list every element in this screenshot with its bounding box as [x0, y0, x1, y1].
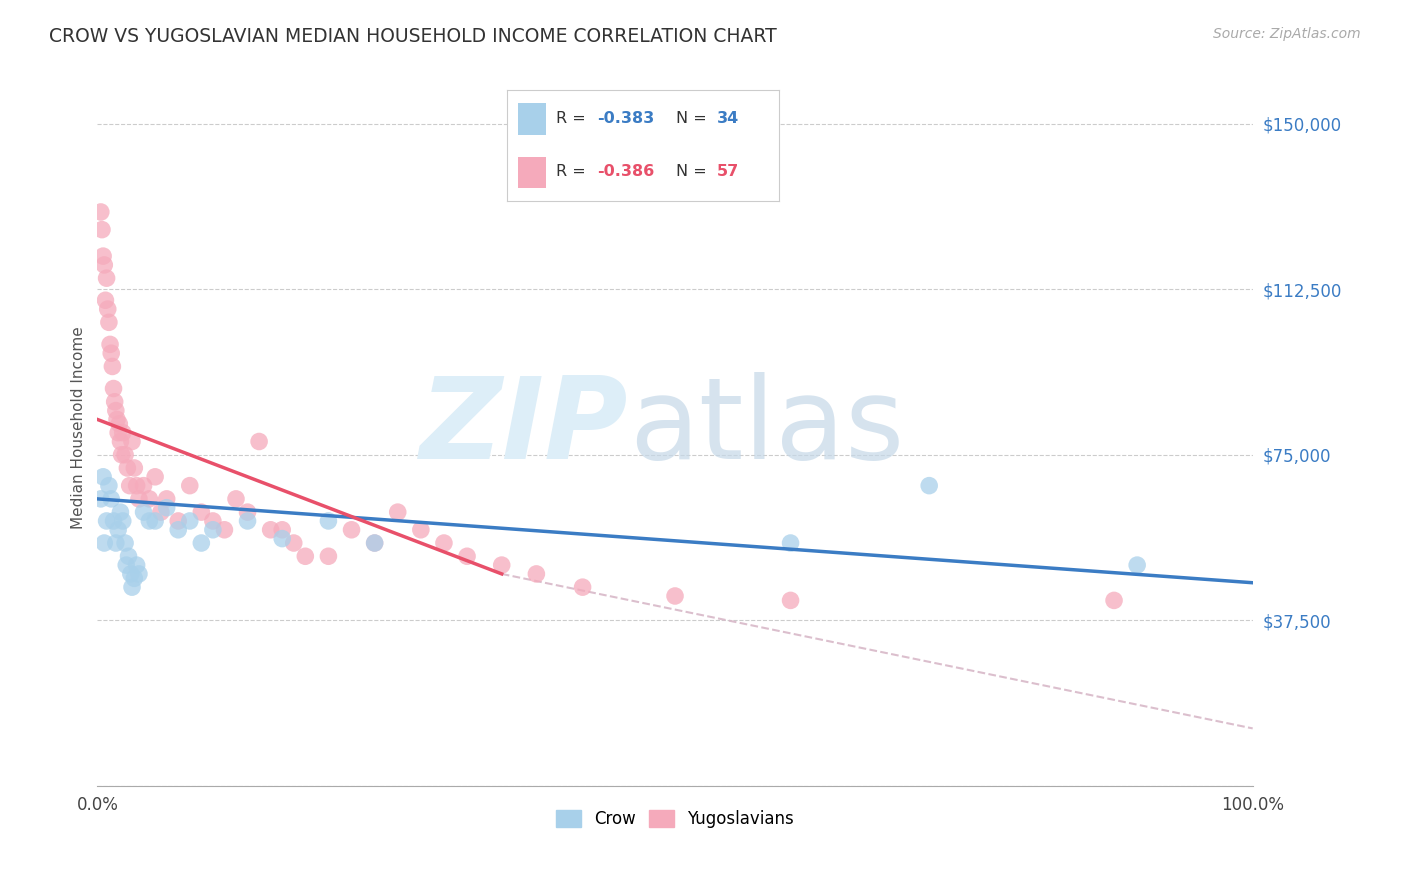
Point: [283, 536, 305, 550]
Point: [201, 514, 224, 528]
Point: [125, 478, 148, 492]
Point: [664, 589, 686, 603]
Point: [247, 434, 270, 449]
Point: [363, 536, 385, 550]
Point: [779, 536, 801, 550]
Point: [524, 566, 547, 581]
Point: [124, 571, 146, 585]
Point: [143, 470, 166, 484]
Point: [779, 593, 801, 607]
Point: [318, 514, 340, 528]
Point: [167, 514, 190, 528]
Point: [114, 536, 136, 550]
Text: ZIP: ZIP: [420, 372, 628, 483]
Point: [97, 302, 120, 317]
Point: [100, 346, 122, 360]
Point: [363, 536, 385, 550]
Point: [128, 491, 150, 506]
Point: [121, 580, 143, 594]
Point: [294, 549, 316, 564]
Legend: Crow, Yugoslavians: Crow, Yugoslavians: [550, 804, 801, 835]
Point: [156, 500, 179, 515]
Point: [571, 580, 593, 594]
Point: [271, 523, 294, 537]
Point: [115, 558, 138, 573]
Point: [97, 315, 120, 329]
Point: [104, 403, 127, 417]
Point: [340, 523, 363, 537]
Point: [118, 478, 141, 492]
Point: [128, 566, 150, 581]
Point: [103, 382, 125, 396]
Point: [117, 461, 139, 475]
Point: [190, 505, 212, 519]
Point: [105, 412, 128, 426]
Text: Source: ZipAtlas.com: Source: ZipAtlas.com: [1213, 27, 1361, 41]
Point: [149, 505, 172, 519]
Point: [96, 514, 118, 528]
Point: [101, 359, 124, 374]
Point: [100, 491, 122, 506]
Point: [456, 549, 478, 564]
Point: [91, 222, 114, 236]
Point: [124, 461, 146, 475]
Point: [1126, 558, 1149, 573]
Point: [97, 478, 120, 492]
Point: [91, 470, 114, 484]
Point: [93, 536, 115, 550]
Point: [143, 514, 166, 528]
Point: [108, 417, 131, 431]
Point: [94, 293, 117, 308]
Point: [138, 491, 160, 506]
Point: [236, 514, 259, 528]
Point: [104, 536, 127, 550]
Point: [918, 478, 941, 492]
Point: [90, 205, 112, 219]
Point: [318, 549, 340, 564]
Point: [1102, 593, 1125, 607]
Point: [107, 523, 129, 537]
Point: [125, 558, 148, 573]
Point: [104, 394, 127, 409]
Point: [433, 536, 456, 550]
Point: [190, 536, 212, 550]
Point: [271, 532, 294, 546]
Point: [96, 271, 118, 285]
Point: [93, 258, 115, 272]
Point: [132, 478, 155, 492]
Point: [90, 491, 112, 506]
Point: [214, 523, 236, 537]
Point: [132, 505, 155, 519]
Point: [387, 505, 409, 519]
Point: [259, 523, 281, 537]
Point: [110, 505, 132, 519]
Point: [179, 514, 201, 528]
Point: [117, 549, 139, 564]
Text: atlas: atlas: [628, 372, 904, 483]
Point: [201, 523, 224, 537]
Point: [138, 514, 160, 528]
Point: [114, 448, 136, 462]
Point: [110, 434, 132, 449]
Point: [120, 566, 142, 581]
Point: [110, 448, 132, 462]
Text: CROW VS YUGOSLAVIAN MEDIAN HOUSEHOLD INCOME CORRELATION CHART: CROW VS YUGOSLAVIAN MEDIAN HOUSEHOLD INC…: [49, 27, 778, 45]
Point: [111, 514, 134, 528]
Point: [103, 514, 125, 528]
Point: [107, 425, 129, 440]
Point: [167, 523, 190, 537]
Point: [236, 505, 259, 519]
Point: [491, 558, 513, 573]
Point: [121, 434, 143, 449]
Point: [409, 523, 432, 537]
Point: [111, 425, 134, 440]
Point: [225, 491, 247, 506]
Point: [179, 478, 201, 492]
Point: [98, 337, 121, 351]
Point: [91, 249, 114, 263]
Point: [156, 491, 179, 506]
Y-axis label: Median Household Income: Median Household Income: [72, 326, 86, 529]
